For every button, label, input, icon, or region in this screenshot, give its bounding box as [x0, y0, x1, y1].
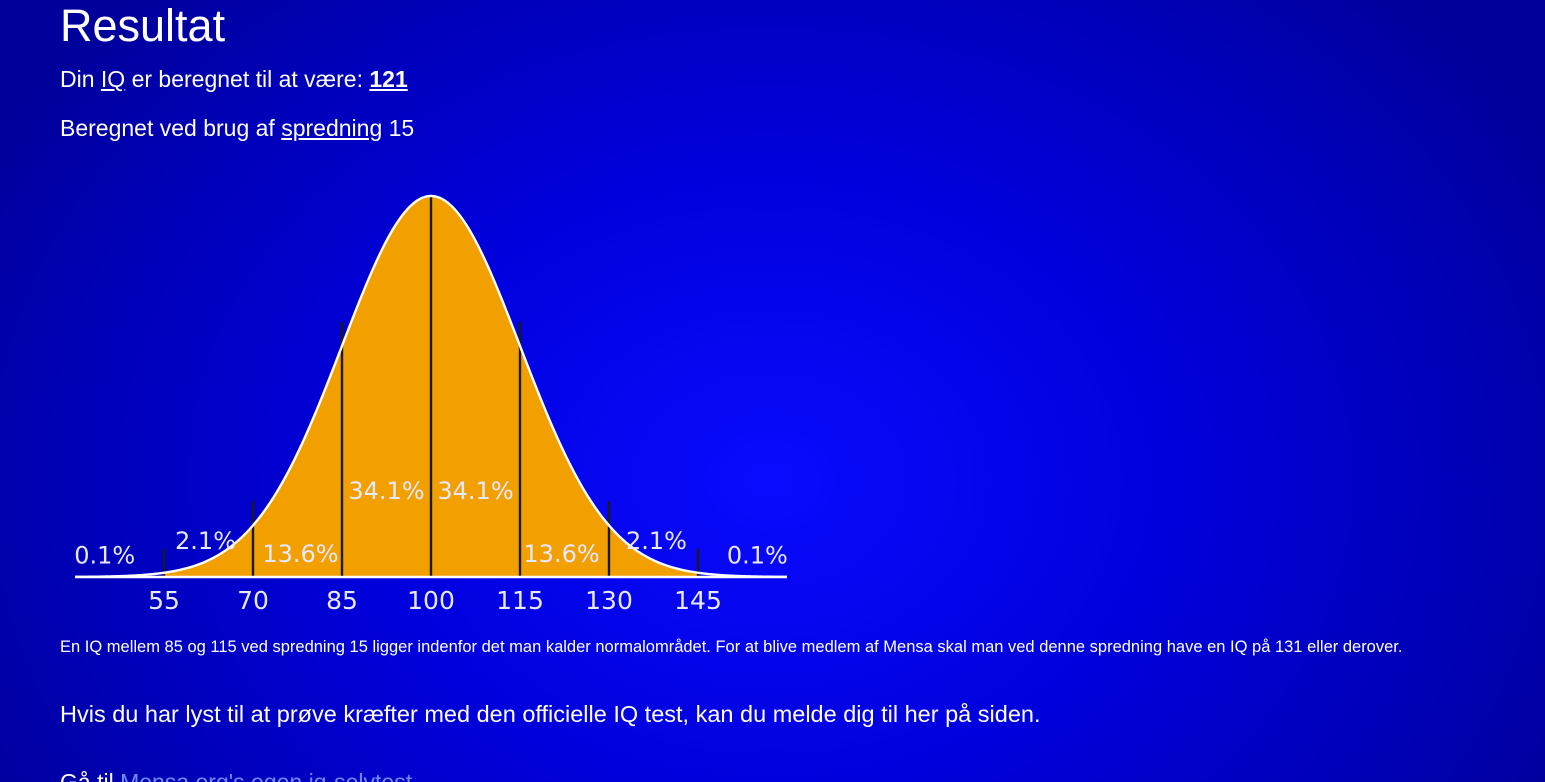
x-tick-label-70: 70	[237, 586, 269, 615]
spread-prefix: Beregnet ved brug af	[60, 115, 275, 141]
region-label-5: 13.6%	[523, 540, 599, 568]
region-label-3: 34.1%	[348, 477, 424, 505]
spread-link[interactable]: spredning	[281, 115, 383, 141]
iq-score-value: 121	[369, 66, 408, 92]
distribution-curve	[75, 194, 787, 579]
x-tick-label-130: 130	[585, 586, 633, 615]
iq-result-middle: er beregnet til at være:	[131, 66, 363, 92]
region-label-4: 34.1%	[437, 477, 513, 505]
iq-result-prefix: Din	[60, 66, 95, 92]
region-label-0: 0.1%	[75, 542, 135, 570]
page-title: Resultat	[60, 0, 226, 51]
x-tick-label-100: 100	[407, 586, 455, 615]
x-tick-label-115: 115	[496, 586, 544, 615]
region-label-6: 2.1%	[626, 527, 687, 555]
official-test-line: Hvis du har lyst til at prøve kræfter me…	[60, 701, 1041, 727]
iq-result-line: Din IQ er beregnet til at være: 121	[60, 65, 408, 93]
goto-prefix: Gå til	[60, 769, 114, 782]
region-label-2: 13.6%	[262, 540, 338, 568]
x-tick-label-85: 85	[326, 586, 358, 615]
spread-value: 15	[388, 115, 415, 141]
region-label-1: 2.1%	[175, 527, 236, 555]
normal-range-note: En IQ mellem 85 og 115 ved spredning 15 …	[60, 638, 1403, 656]
x-tick-label-145: 145	[674, 586, 722, 615]
iq-link[interactable]: IQ	[100, 66, 126, 92]
spread-line: Beregnet ved brug af spredning 15	[60, 114, 414, 142]
mensa-selftest-link[interactable]: Mensa.org's egen iq-selvtest	[120, 769, 413, 782]
region-label-7: 0.1%	[727, 542, 787, 570]
x-tick-label-55: 55	[148, 586, 180, 615]
goto-line: Gå til Mensa.org's egen iq-selvtest	[60, 768, 412, 782]
